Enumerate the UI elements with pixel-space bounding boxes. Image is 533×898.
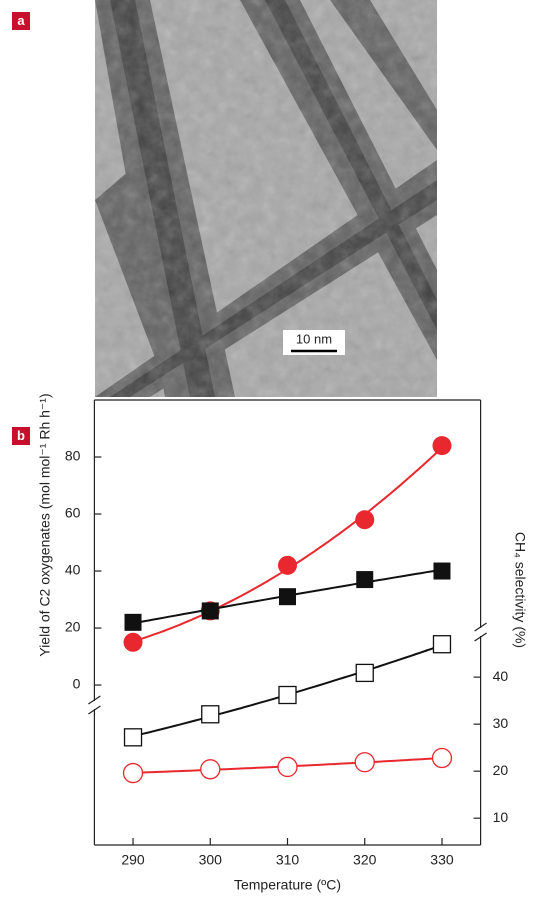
x-tick-label: 320 [353,852,377,868]
marker [125,729,142,746]
marker [356,664,373,681]
y-tick-label: 40 [65,562,81,578]
x-tick-label: 330 [430,852,454,868]
marker [279,588,296,605]
y2-tick-label: 40 [493,668,509,684]
marker [278,556,297,575]
y-tick-label: 0 [73,676,81,692]
x-tick-label: 290 [121,852,145,868]
scale-bar-label: 10 nm [296,331,332,346]
marker [355,753,374,772]
marker [124,633,143,652]
marker [278,757,297,776]
marker [433,636,450,653]
marker [433,563,450,580]
x-tick-label: 310 [276,852,300,868]
x-tick-label: 300 [199,852,223,868]
marker [202,602,219,619]
marker [356,571,373,588]
y2-tick-label: 10 [493,809,509,825]
marker [125,614,142,631]
marker [432,749,451,768]
marker [279,687,296,704]
marker [432,436,451,455]
marker [201,760,220,779]
marker [202,706,219,723]
marker [355,510,374,529]
figure: a 10 nm b 290 300 310 320 330 0 20 40 60 80 10 20 30… [0,0,533,898]
panel-label: a [17,13,25,28]
y2-axis-title: CH₄ selectivity (%) [512,532,528,648]
y2-tick-label: 20 [493,762,509,778]
marker [124,764,143,783]
y-tick-label: 80 [65,448,81,464]
y-tick-label: 60 [65,505,81,521]
fit-line [133,448,442,642]
x-axis-title: Temperature (ºC) [234,877,341,893]
y2-tick-label: 30 [493,715,509,731]
y-tick-label: 20 [65,619,81,635]
panel-label: b [17,428,25,443]
y-axis-title: Yield of C2 oxygenates (mol mol⁻¹ Rh h⁻¹… [37,393,53,656]
micrograph [95,0,437,397]
